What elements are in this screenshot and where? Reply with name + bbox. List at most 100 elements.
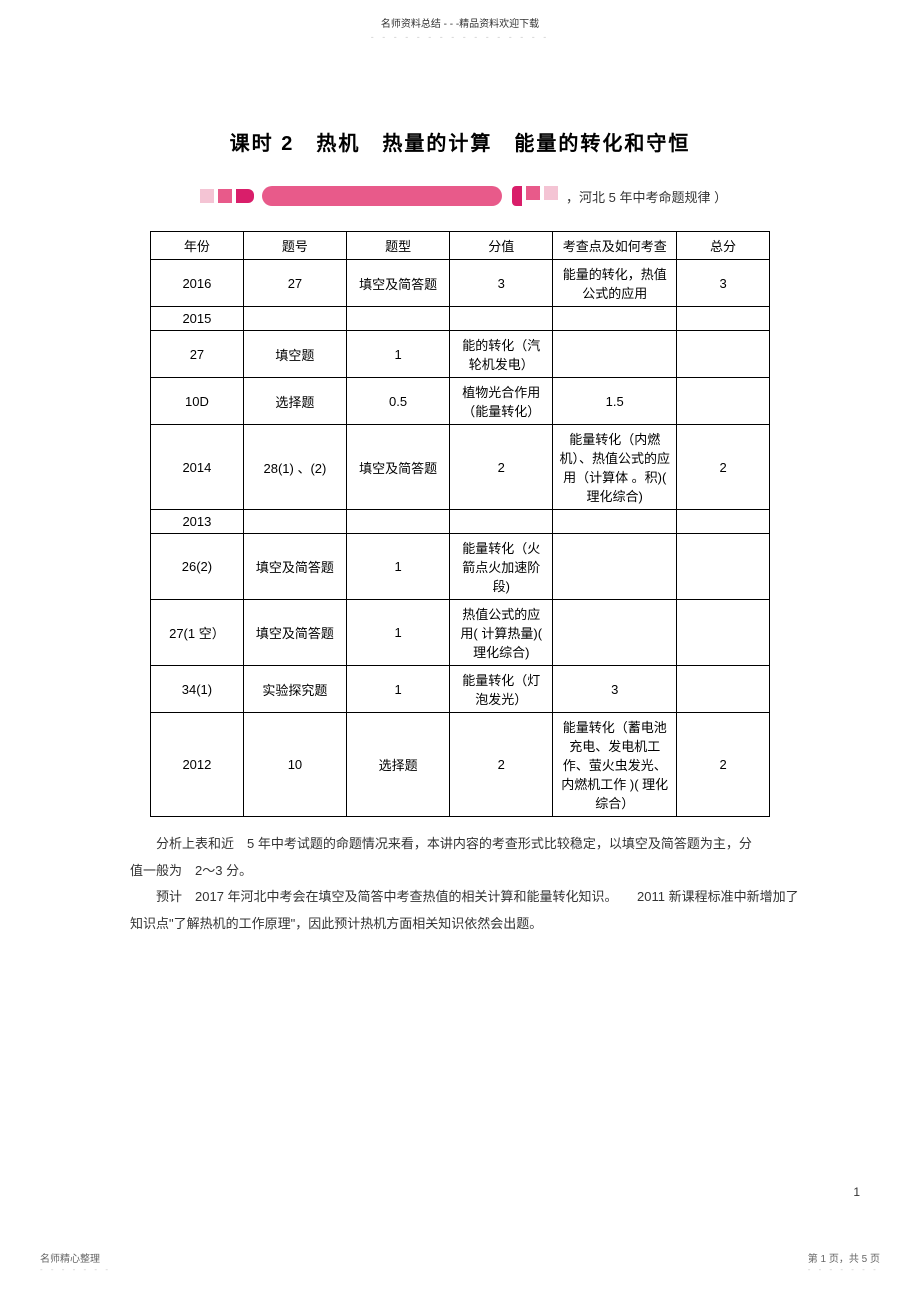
cell: 填空题	[243, 331, 346, 378]
cell	[677, 378, 770, 425]
cell: 2	[677, 425, 770, 510]
footer-left: 名师精心整理 - - - - - - -	[40, 1250, 111, 1274]
cell	[677, 331, 770, 378]
cell	[450, 307, 553, 331]
exam-table: 年份 题号 题型 分值 考查点及如何考查 总分 2016 27 填空及简答题 3…	[150, 231, 770, 817]
right-squares	[512, 186, 558, 206]
table-row: 2015	[151, 307, 770, 331]
cell	[553, 331, 677, 378]
banner-row: ，河北 5 年中考命题规律 ）	[0, 186, 920, 206]
square-icon	[526, 186, 540, 200]
cell: 2	[450, 713, 553, 817]
table-row: 27(1 空） 填空及简答题 1 热值公式的应用( 计算热量)( 理化综合)	[151, 600, 770, 666]
cell: 能量转化（火箭点火加速阶段)	[450, 534, 553, 600]
cell: 2012	[151, 713, 244, 817]
cell	[243, 510, 346, 534]
cell: 3	[553, 666, 677, 713]
cell	[347, 307, 450, 331]
square-icon	[544, 186, 558, 200]
header-text: 名师资料总结 - - -精品资料欢迎下载	[0, 0, 920, 30]
cell: 0.5	[347, 378, 450, 425]
cell: 能的转化（汽轮机发电）	[450, 331, 553, 378]
footer-left-text: 名师精心整理	[40, 1250, 111, 1265]
cell: 1	[347, 666, 450, 713]
cell: 1	[347, 534, 450, 600]
left-squares	[200, 189, 254, 203]
analysis-p1b: 值一般为 2～3 分。	[130, 859, 840, 884]
cell: 填空及简答题	[243, 600, 346, 666]
cell: 2	[450, 425, 553, 510]
cell: 选择题	[347, 713, 450, 817]
footer-right: 第 1 页，共 5 页 - - - - - - -	[808, 1250, 880, 1274]
th-point: 考查点及如何考查	[553, 232, 677, 260]
analysis-p2a: 预计 2017 年河北中考会在填空及简答中考查热值的相关计算和能量转化知识。 2…	[130, 885, 840, 910]
cell: 2	[677, 713, 770, 817]
lesson-title: 课时 2 热机 热量的计算 能量的转化和守恒	[0, 127, 920, 156]
th-type: 题型	[347, 232, 450, 260]
cell: 1	[347, 331, 450, 378]
cell: 28(1) 、(2)	[243, 425, 346, 510]
footer-dots: - - - - - - -	[808, 1265, 880, 1274]
th-score: 分值	[450, 232, 553, 260]
cell: 2016	[151, 260, 244, 307]
cell: 2014	[151, 425, 244, 510]
header-dots: - - - - - - - - - - - - - - - -	[0, 32, 920, 42]
table-row: 10D 选择题 0.5 植物光合作用（能量转化） 1.5	[151, 378, 770, 425]
analysis-p2b: 知识点"了解热机的工作原理"，因此预计热机方面相关知识依然会出题。	[130, 912, 840, 937]
analysis-text: 分析上表和近 5 年中考试题的命题情况来看，本讲内容的考查形式比较稳定，以填空及…	[130, 832, 840, 937]
cell	[677, 600, 770, 666]
cell	[677, 307, 770, 331]
cell	[677, 510, 770, 534]
cell: 10D	[151, 378, 244, 425]
table-row: 26(2) 填空及简答题 1 能量转化（火箭点火加速阶段)	[151, 534, 770, 600]
cell: 能量转化（蓄电池充电、发电机工作、萤火虫发光、内燃机工作 )( 理化综合）	[553, 713, 677, 817]
cell	[553, 534, 677, 600]
cell: 1	[347, 600, 450, 666]
table-row: 2013	[151, 510, 770, 534]
cell: 能量转化（灯泡发光）	[450, 666, 553, 713]
cell: 1.5	[553, 378, 677, 425]
cell: 能量转化（内燃机）、热值公式的应用（计算体 。积)( 理化综合)	[553, 425, 677, 510]
cell: 选择题	[243, 378, 346, 425]
th-total: 总分	[677, 232, 770, 260]
table-row: 2016 27 填空及简答题 3 能量的转化，热值公式的应用 3	[151, 260, 770, 307]
cell: 2015	[151, 307, 244, 331]
th-year: 年份	[151, 232, 244, 260]
table-row: 2012 10 选择题 2 能量转化（蓄电池充电、发电机工作、萤火虫发光、内燃机…	[151, 713, 770, 817]
cell: 3	[450, 260, 553, 307]
table-row: 34(1) 实验探究题 1 能量转化（灯泡发光） 3	[151, 666, 770, 713]
cell: 3	[677, 260, 770, 307]
banner-text: ，河北 5 年中考命题规律 ）	[566, 187, 727, 206]
cell: 植物光合作用（能量转化）	[450, 378, 553, 425]
footer-dots: - - - - - - -	[40, 1265, 111, 1274]
page-number: 1	[853, 1185, 860, 1199]
square-icon	[512, 186, 522, 206]
cell: 热值公式的应用( 计算热量)( 理化综合)	[450, 600, 553, 666]
pink-bar	[262, 186, 502, 206]
cell	[553, 600, 677, 666]
cell: 能量的转化，热值公式的应用	[553, 260, 677, 307]
cell: 10	[243, 713, 346, 817]
cell: 填空及简答题	[347, 425, 450, 510]
th-num: 题号	[243, 232, 346, 260]
cell: 34(1)	[151, 666, 244, 713]
cell	[553, 307, 677, 331]
cell: 27	[151, 331, 244, 378]
square-icon	[236, 189, 254, 203]
cell	[677, 666, 770, 713]
cell	[243, 307, 346, 331]
cell: 填空及简答题	[243, 534, 346, 600]
cell	[553, 510, 677, 534]
cell: 2013	[151, 510, 244, 534]
square-icon	[218, 189, 232, 203]
cell: 27	[243, 260, 346, 307]
cell: 26(2)	[151, 534, 244, 600]
cell: 实验探究题	[243, 666, 346, 713]
table-row: 27 填空题 1 能的转化（汽轮机发电）	[151, 331, 770, 378]
square-icon	[200, 189, 214, 203]
cell: 27(1 空）	[151, 600, 244, 666]
cell	[347, 510, 450, 534]
cell	[450, 510, 553, 534]
cell	[677, 534, 770, 600]
analysis-p1a: 分析上表和近 5 年中考试题的命题情况来看，本讲内容的考查形式比较稳定，以填空及…	[130, 832, 840, 857]
